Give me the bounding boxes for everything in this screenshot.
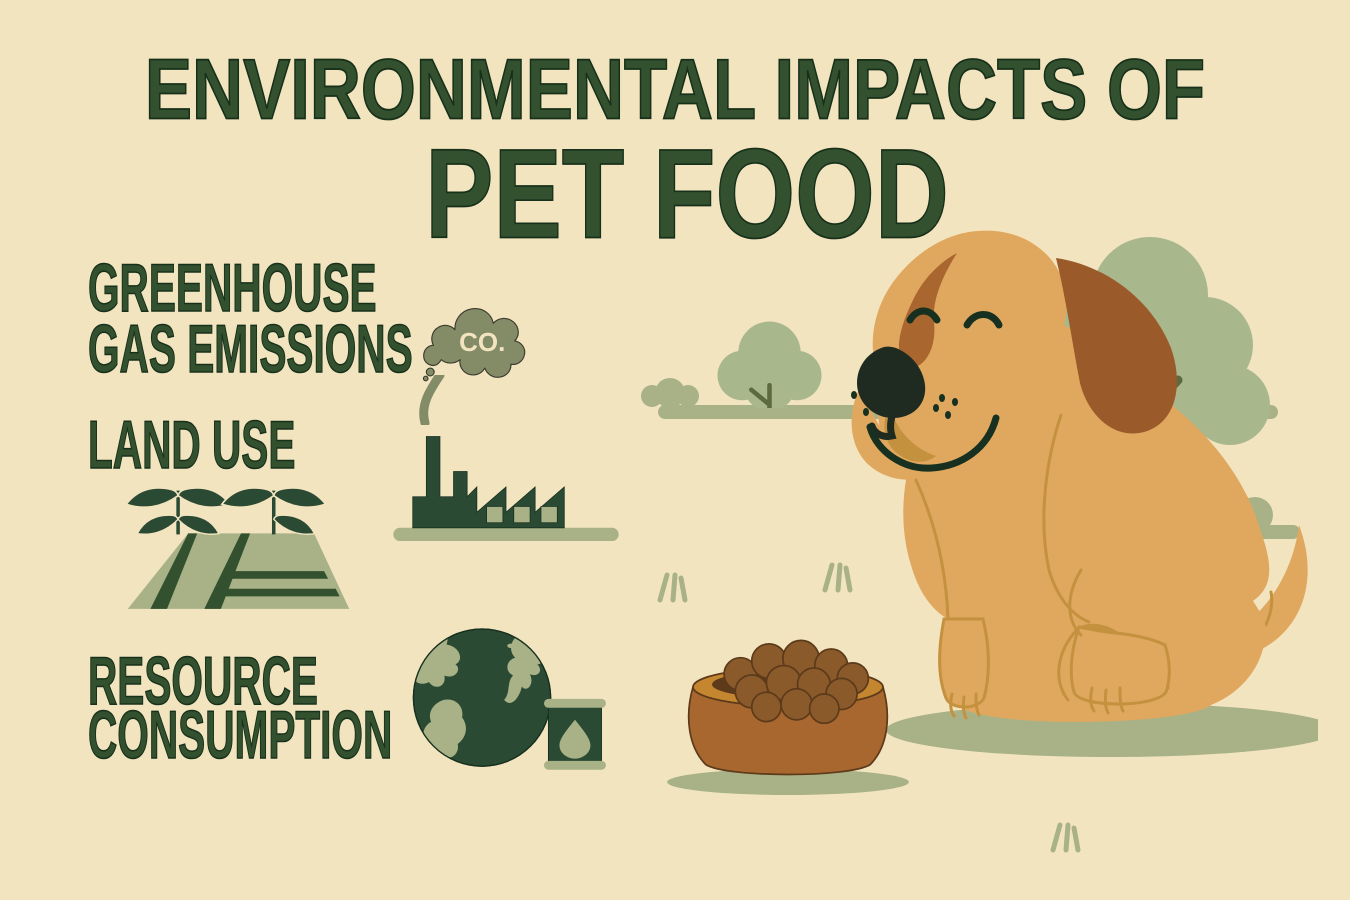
svg-text:CO.: CO. — [459, 327, 505, 357]
